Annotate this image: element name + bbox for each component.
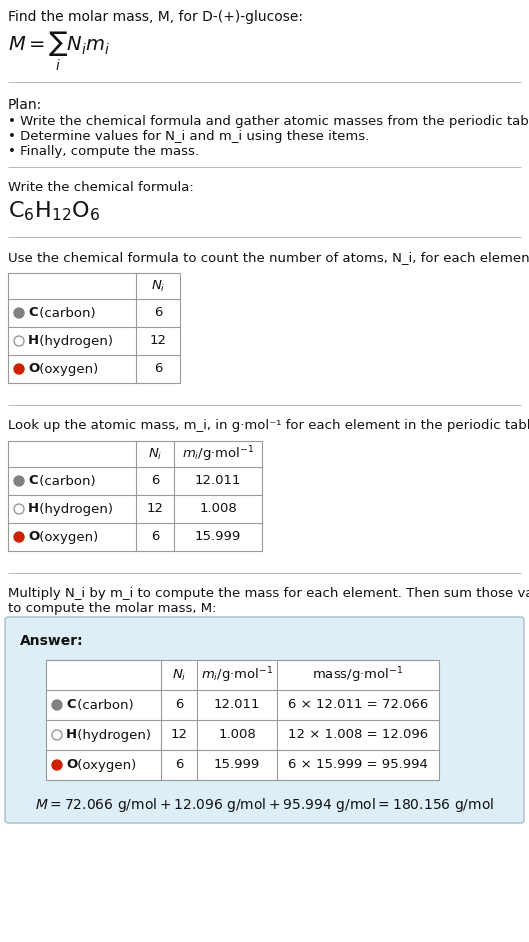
Text: O: O — [66, 758, 77, 771]
Circle shape — [14, 364, 24, 374]
Text: (carbon): (carbon) — [35, 306, 95, 319]
Text: C: C — [66, 699, 76, 711]
Text: Find the molar mass, M, for D-(+)-glucose:: Find the molar mass, M, for D-(+)-glucos… — [8, 10, 303, 24]
Text: (hydrogen): (hydrogen) — [35, 334, 113, 348]
Text: 6: 6 — [151, 475, 159, 488]
Text: Multiply N_i by m_i to compute the mass for each element. Then sum those values: Multiply N_i by m_i to compute the mass … — [8, 587, 529, 600]
Text: 12: 12 — [170, 728, 187, 741]
Circle shape — [52, 730, 62, 740]
Text: 6 × 15.999 = 95.994: 6 × 15.999 = 95.994 — [288, 758, 428, 771]
Text: (oxygen): (oxygen) — [35, 363, 98, 376]
Text: (carbon): (carbon) — [35, 475, 95, 488]
Text: • Write the chemical formula and gather atomic masses from the periodic table.: • Write the chemical formula and gather … — [8, 115, 529, 128]
Circle shape — [14, 476, 24, 486]
Text: (oxygen): (oxygen) — [73, 758, 136, 771]
Text: 6: 6 — [175, 758, 183, 771]
Text: H: H — [28, 334, 39, 348]
Circle shape — [14, 504, 24, 514]
Text: (carbon): (carbon) — [73, 699, 133, 711]
Text: mass/g·mol$^{-1}$: mass/g·mol$^{-1}$ — [312, 665, 404, 685]
Text: 1.008: 1.008 — [199, 502, 237, 515]
Text: Plan:: Plan: — [8, 98, 42, 112]
FancyBboxPatch shape — [5, 617, 524, 823]
Text: 6: 6 — [175, 699, 183, 711]
Text: 6: 6 — [154, 363, 162, 376]
Text: C: C — [28, 475, 38, 488]
Text: 15.999: 15.999 — [214, 758, 260, 771]
Text: 12: 12 — [150, 334, 167, 348]
Text: $M = \sum_i N_i m_i$: $M = \sum_i N_i m_i$ — [8, 30, 110, 73]
Text: 12.011: 12.011 — [195, 475, 241, 488]
Text: H: H — [66, 728, 77, 741]
Text: $N_i$: $N_i$ — [172, 668, 186, 683]
Text: $N_i$: $N_i$ — [151, 279, 165, 294]
Text: 6: 6 — [154, 306, 162, 319]
Circle shape — [52, 700, 62, 710]
Bar — [8, 273, 180, 383]
Text: 12.011: 12.011 — [214, 699, 260, 711]
Text: $M = 72.066\ \mathrm{g/mol} + 12.096\ \mathrm{g/mol} + 95.994\ \mathrm{g/mol} = : $M = 72.066\ \mathrm{g/mol} + 12.096\ \m… — [35, 796, 494, 814]
Circle shape — [14, 532, 24, 542]
Bar — [8, 441, 262, 551]
Text: Answer:: Answer: — [20, 634, 84, 648]
Text: (hydrogen): (hydrogen) — [35, 502, 113, 515]
Text: • Finally, compute the mass.: • Finally, compute the mass. — [8, 145, 199, 158]
Text: (oxygen): (oxygen) — [35, 530, 98, 544]
Text: $\mathrm{C_6H_{12}O_6}$: $\mathrm{C_6H_{12}O_6}$ — [8, 199, 100, 222]
Text: 12: 12 — [147, 502, 163, 515]
Text: 6 × 12.011 = 72.066: 6 × 12.011 = 72.066 — [288, 699, 428, 711]
Text: 1.008: 1.008 — [218, 728, 256, 741]
Text: $m_i$/g·mol$^{-1}$: $m_i$/g·mol$^{-1}$ — [200, 665, 273, 685]
Text: Look up the atomic mass, m_i, in g·mol⁻¹ for each element in the periodic table:: Look up the atomic mass, m_i, in g·mol⁻¹… — [8, 419, 529, 432]
Text: $m_i$/g·mol$^{-1}$: $m_i$/g·mol$^{-1}$ — [182, 445, 254, 463]
Bar — [46, 660, 439, 780]
Text: 6: 6 — [151, 530, 159, 544]
Circle shape — [14, 308, 24, 318]
Text: to compute the molar mass, M:: to compute the molar mass, M: — [8, 602, 216, 615]
Text: Use the chemical formula to count the number of atoms, N_i, for each element:: Use the chemical formula to count the nu… — [8, 251, 529, 264]
Text: 15.999: 15.999 — [195, 530, 241, 544]
Text: O: O — [28, 363, 39, 376]
Circle shape — [14, 336, 24, 346]
Text: • Determine values for N_i and m_i using these items.: • Determine values for N_i and m_i using… — [8, 130, 369, 143]
Text: 12 × 1.008 = 12.096: 12 × 1.008 = 12.096 — [288, 728, 428, 741]
Text: H: H — [28, 502, 39, 515]
Text: (hydrogen): (hydrogen) — [73, 728, 151, 741]
Text: O: O — [28, 530, 39, 544]
Text: $N_i$: $N_i$ — [148, 447, 162, 462]
Text: C: C — [28, 306, 38, 319]
Text: Write the chemical formula:: Write the chemical formula: — [8, 181, 194, 194]
Circle shape — [52, 760, 62, 770]
